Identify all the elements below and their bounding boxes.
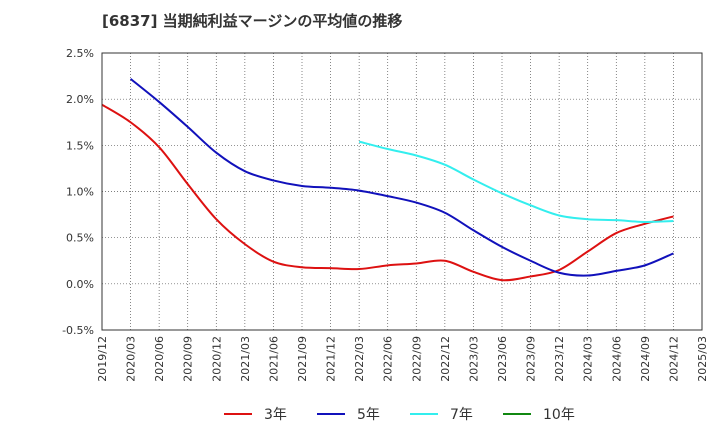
plot-frame [101,52,703,331]
x-tick-label: 2020/12 [210,336,223,382]
axes-layer: -0.5% 0.0% 0.5% 1.0% 1.5% 2.0% 2.5% 2019/12 2020… [62,47,709,382]
x-tick-label: 2020/03 [125,336,138,382]
x-tick-label: 2023/12 [553,336,566,382]
y-tick-label: 0.0% [66,278,94,291]
legend-label-1: 3年 [264,407,287,423]
x-tick-label: 2024/06 [610,336,623,382]
y-tick-label: 2.0% [66,93,94,106]
x-tick-label: 2024/09 [639,336,652,382]
x-tick-label: 2022/12 [439,336,452,382]
x-tick-label: 2019/12 [96,336,109,382]
x-tick-label: 2024/12 [667,336,680,382]
grid-layer [101,52,703,331]
x-tick-label: 2022/09 [410,336,423,382]
x-tick-label: 2021/06 [267,336,280,382]
y-tick-label: 2.5% [66,47,94,60]
y-tick-label: 0.5% [66,232,94,245]
x-tick-label: 2021/12 [325,336,338,382]
x-tick-label: 2023/03 [467,336,480,382]
x-tick-label: 2022/06 [382,336,395,382]
y-tick-label: 1.5% [66,139,94,152]
series-line-3 [358,140,674,223]
series-line-1 [101,103,674,282]
x-tick-label: 2020/06 [153,336,166,382]
x-tick-label: 2022/03 [353,336,366,382]
x-tick-label: 2023/09 [525,336,538,382]
chart-title: [6837] 当期純利益マージンの平均値の推移 [102,12,403,30]
legend: 3年 5年 7年 10年 [224,407,575,423]
legend-label-4: 10年 [543,407,575,423]
y-tick-label: 1.0% [66,186,94,199]
y-tick-label: -0.5% [62,324,94,337]
x-tick-label: 2025/03 [696,336,709,382]
x-tick-label: 2023/06 [496,336,509,382]
series-line-2 [129,78,674,277]
x-tick-label: 2021/09 [296,336,309,382]
x-tick-label: 2024/03 [582,336,595,382]
legend-label-2: 5年 [357,407,380,423]
x-tick-label: 2021/03 [239,336,252,382]
legend-label-3: 7年 [450,407,473,423]
series-layer [101,78,674,282]
x-tick-label: 2020/09 [182,336,195,382]
